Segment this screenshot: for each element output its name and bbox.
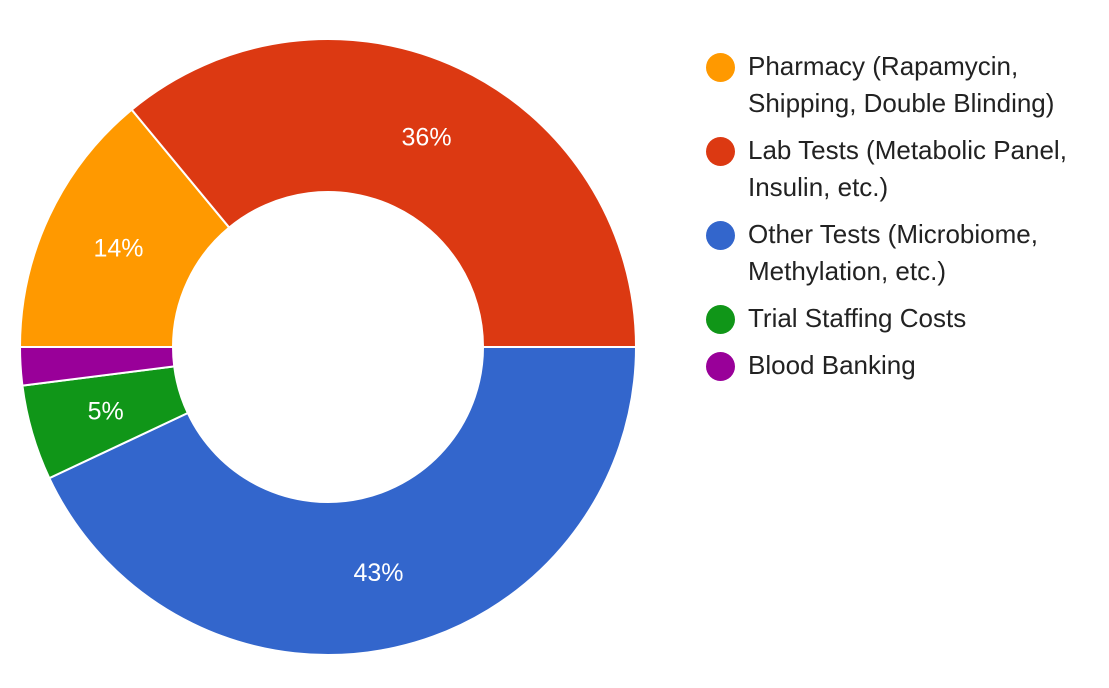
- legend-label-4: Blood Banking: [748, 350, 916, 380]
- donut-slice-labels: 43% 5% 14% 36%: [88, 124, 452, 587]
- slice-2: [47, 346, 638, 656]
- donut-plot-area: 43% 5% 14% 36%: [18, 38, 638, 656]
- legend-item-3: Trial Staffing Costs: [706, 300, 1101, 337]
- legend-label-0: Pharmacy (Rapamycin, Shipping, Double Bl…: [748, 51, 1055, 118]
- slice-label-3: 5%: [88, 398, 124, 426]
- legend-item-4: Blood Banking: [706, 347, 1101, 384]
- legend-swatch-4: [706, 352, 735, 381]
- legend-swatch-1: [706, 137, 735, 166]
- slice-label-0: 14%: [94, 234, 144, 262]
- legend-swatch-0: [706, 53, 735, 82]
- legend-label-2: Other Tests (Microbiome, Methylation, et…: [748, 219, 1038, 286]
- legend-swatch-2: [706, 221, 735, 250]
- legend-item-0: Pharmacy (Rapamycin, Shipping, Double Bl…: [706, 48, 1101, 122]
- donut-slices: [18, 38, 638, 656]
- legend-item-2: Other Tests (Microbiome, Methylation, et…: [706, 216, 1101, 290]
- slice-label-1: 36%: [402, 124, 452, 152]
- legend-label-1: Lab Tests (Metabolic Panel, Insulin, etc…: [748, 135, 1067, 202]
- legend-swatch-3: [706, 305, 735, 334]
- legend-label-3: Trial Staffing Costs: [748, 303, 967, 333]
- legend: Pharmacy (Rapamycin, Shipping, Double Bl…: [706, 48, 1101, 394]
- legend-item-1: Lab Tests (Metabolic Panel, Insulin, etc…: [706, 132, 1101, 206]
- slice-0: [18, 108, 231, 348]
- slice-1: [130, 38, 638, 348]
- slice-label-2: 43%: [353, 559, 403, 587]
